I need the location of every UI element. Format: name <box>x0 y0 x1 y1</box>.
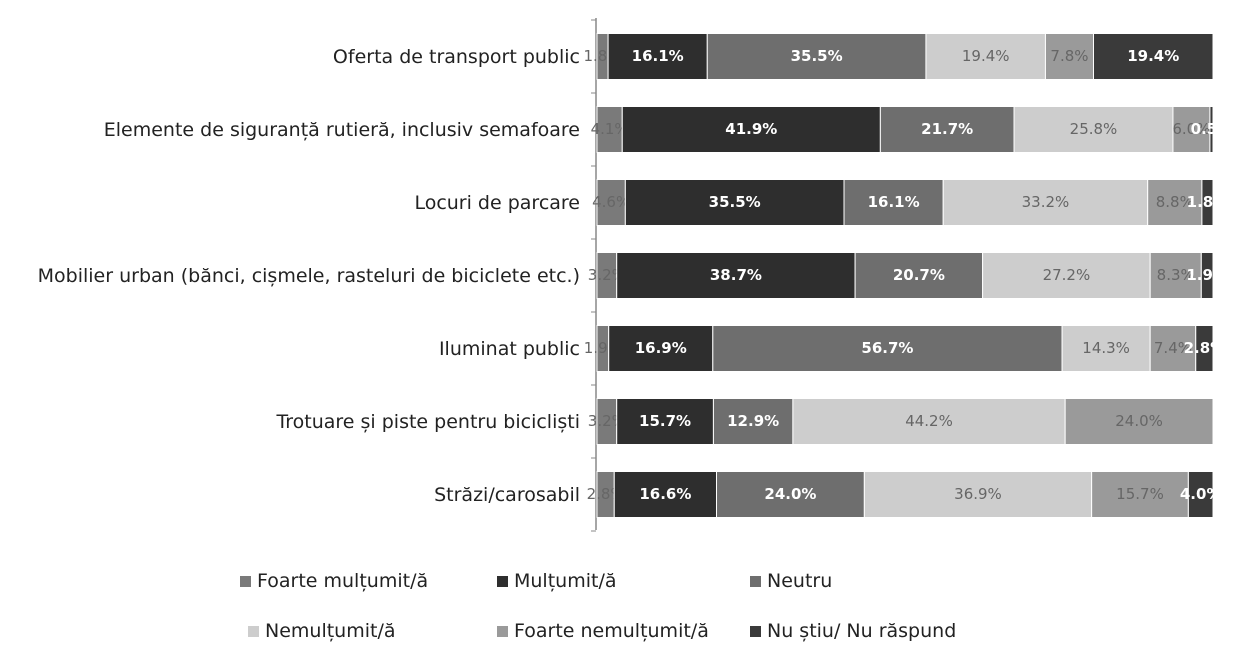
bar-segment <box>613 471 718 518</box>
value-label: 1.8% <box>1187 193 1229 211</box>
value-label: 16.6% <box>639 485 691 503</box>
bar-segment <box>706 33 927 80</box>
category-label: Străzi/carosabil <box>434 483 580 506</box>
value-label: 21.7% <box>921 120 973 138</box>
value-label: 7.8% <box>1050 47 1088 65</box>
bar-segment <box>716 471 865 518</box>
legend-swatch <box>497 575 508 587</box>
bar-segment <box>942 179 1149 226</box>
bar-segment <box>1172 106 1211 153</box>
value-label: 19.4% <box>962 47 1010 65</box>
value-label: 36.9% <box>954 485 1002 503</box>
value-label: 8.8% <box>1156 193 1194 211</box>
value-label: 16.1% <box>632 47 684 65</box>
bar-segment <box>1195 325 1214 372</box>
legend-item: Nemulțumit/ă <box>248 620 396 642</box>
legend-label: Neutru <box>767 570 833 592</box>
bar-segment <box>1201 179 1214 226</box>
value-label: 19.4% <box>1127 47 1179 65</box>
bar-segment <box>608 325 714 372</box>
value-label: 4.0% <box>1180 485 1222 503</box>
value-label: 41.9% <box>725 120 777 138</box>
value-label: 15.7% <box>639 412 691 430</box>
legend-swatch <box>240 575 251 587</box>
bar-segment <box>1209 106 1214 153</box>
value-label: 44.2% <box>905 412 953 430</box>
value-label: 24.0% <box>764 485 816 503</box>
value-label: 35.5% <box>709 193 761 211</box>
value-label: 20.7% <box>893 266 945 284</box>
legend-item: Mulțumit/ă <box>497 570 617 592</box>
value-label: 8.3% <box>1157 266 1195 284</box>
bar-segment <box>1092 33 1214 80</box>
bar-segment <box>621 106 881 153</box>
legend-swatch <box>497 625 508 637</box>
bar-segment <box>1013 106 1174 153</box>
legend-label: Foarte nemulțumit/ă <box>514 620 709 642</box>
bar-segment <box>843 179 944 226</box>
value-label: 7.4% <box>1154 339 1192 357</box>
value-label: 16.1% <box>868 193 920 211</box>
legend-swatch <box>248 625 259 637</box>
category-label: Oferta de transport public <box>332 45 580 68</box>
bar-segment <box>1187 471 1214 518</box>
category-label: Locuri de parcare <box>414 191 580 214</box>
category-label: Trotuare și piste pentru bicicliști <box>276 410 580 433</box>
category-label: Mobilier urban (bănci, cișmele, rastelur… <box>37 264 580 287</box>
bar-segment <box>712 398 794 445</box>
value-label: 56.7% <box>861 339 913 357</box>
bar-segment <box>1200 252 1214 299</box>
bar-segment <box>1147 179 1203 226</box>
bar-segment <box>616 252 856 299</box>
bar-segment <box>1091 471 1189 518</box>
category-label: Iluminat public <box>438 337 580 360</box>
bar-segment <box>792 398 1066 445</box>
bar-segment <box>1149 325 1197 372</box>
legend-label: Nu știu/ Nu răspund <box>767 620 957 642</box>
value-label: 4.6% <box>592 193 630 211</box>
legend-item: Foarte nemulțumit/ă <box>497 620 709 642</box>
bar-segment <box>1149 252 1202 299</box>
value-label: 33.2% <box>1022 193 1070 211</box>
value-label: 6.0% <box>1172 120 1210 138</box>
value-label: 0.5% <box>1191 120 1233 138</box>
bar-segment <box>1061 325 1151 372</box>
bar-segment <box>1064 398 1214 445</box>
value-label: 27.2% <box>1043 266 1091 284</box>
value-label: 4.1% <box>591 120 629 138</box>
value-label: 35.5% <box>791 47 843 65</box>
value-label: 12.9% <box>727 412 779 430</box>
bar-segment <box>607 33 708 80</box>
legend-label: Mulțumit/ă <box>514 570 617 592</box>
value-label: 38.7% <box>710 266 762 284</box>
bar-segment <box>879 106 1015 153</box>
bar-segment <box>854 252 984 299</box>
value-label: 2.8% <box>1184 339 1226 357</box>
value-label: 24.0% <box>1115 412 1163 430</box>
legend-swatch <box>750 575 761 587</box>
bar-segment <box>982 252 1151 299</box>
legend-item: Neutru <box>750 570 832 592</box>
legend-swatch <box>750 625 761 637</box>
value-label: 1.9% <box>1186 266 1228 284</box>
value-label: 16.9% <box>635 339 687 357</box>
category-label: Elemente de siguranță rutieră, inclusiv … <box>103 118 580 141</box>
value-label: 15.7% <box>1116 485 1164 503</box>
legend-item: Nu știu/ Nu răspund <box>750 620 956 642</box>
bar-segment <box>624 179 845 226</box>
legend-item: Foarte mulțumit/ă <box>240 570 428 592</box>
legend-label: Nemulțumit/ă <box>265 620 396 642</box>
legend-label: Foarte mulțumit/ă <box>257 570 429 592</box>
value-label: 25.8% <box>1070 120 1118 138</box>
value-label: 14.3% <box>1082 339 1130 357</box>
bar-segment <box>616 398 714 445</box>
